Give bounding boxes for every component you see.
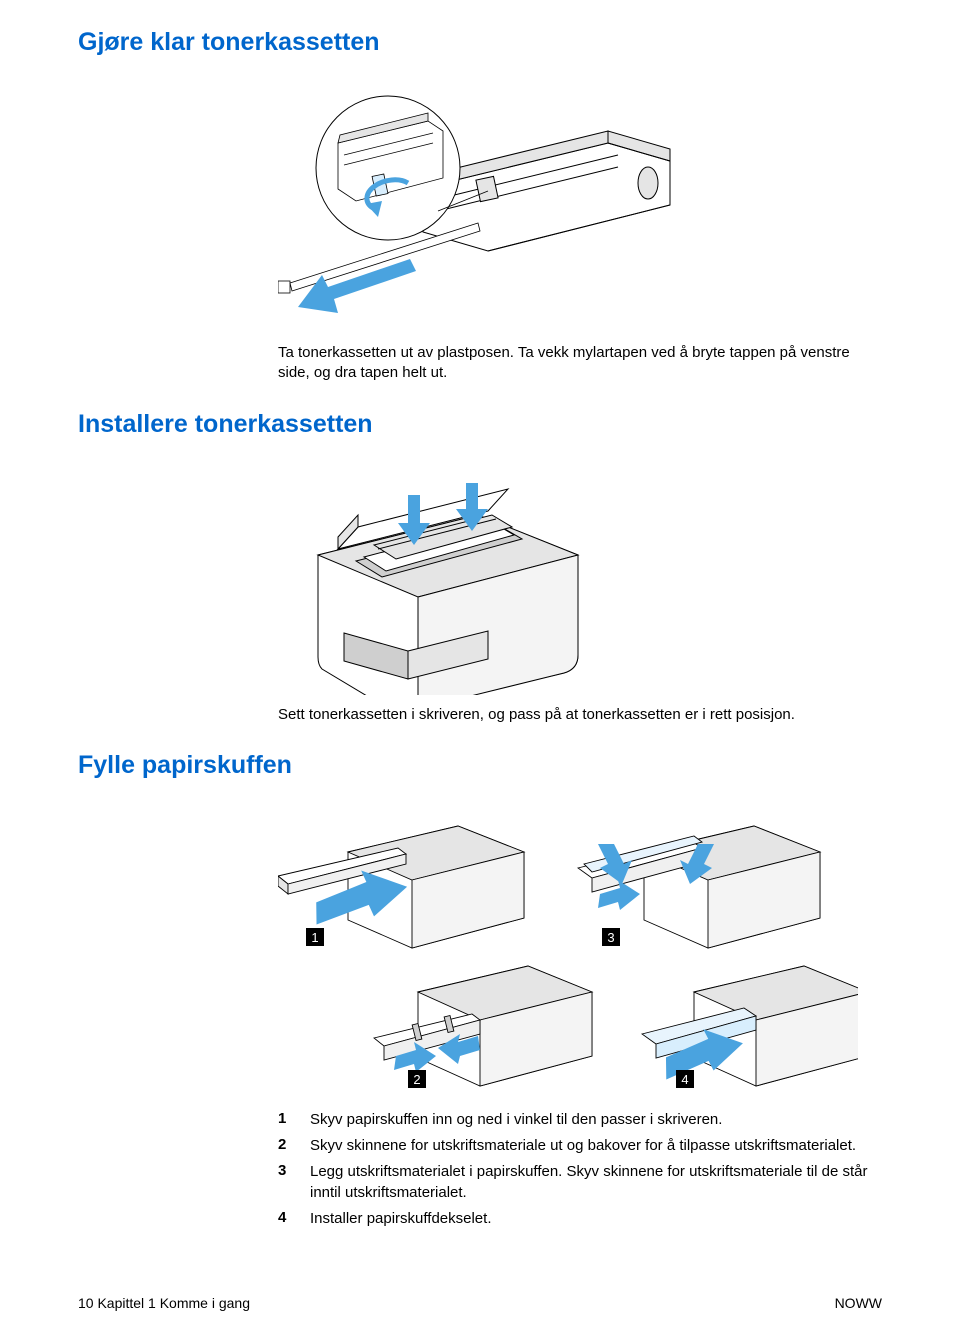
step-text: Skyv skinnene for utskriftsmateriale ut … bbox=[310, 1136, 856, 1156]
callout-3: 3 bbox=[607, 930, 614, 945]
step-row: 3 Legg utskriftsmaterialet i papirskuffe… bbox=[278, 1162, 882, 1203]
step-text: Legg utskriftsmaterialet i papirskuffen.… bbox=[310, 1162, 882, 1203]
step-row: 4 Installer papirskuffdekselet. bbox=[278, 1209, 882, 1229]
illustration-install-toner bbox=[278, 465, 882, 695]
step-number: 2 bbox=[278, 1136, 310, 1153]
step-row: 2 Skyv skinnene for utskriftsmateriale u… bbox=[278, 1136, 882, 1156]
page-footer: 10 Kapittel 1 Komme i gang NOWW bbox=[78, 1295, 882, 1311]
callout-4: 4 bbox=[681, 1072, 688, 1087]
illustration-fill-tray: 1 2 bbox=[278, 808, 882, 1088]
step-text: Skyv papirskuffen inn og ned i vinkel ti… bbox=[310, 1110, 722, 1130]
step-number: 4 bbox=[278, 1209, 310, 1226]
heading-install-toner: Installere tonerkassetten bbox=[78, 410, 882, 439]
step-text: Installer papirskuffdekselet. bbox=[310, 1209, 492, 1229]
step-number: 1 bbox=[278, 1110, 310, 1127]
heading-prepare-toner: Gjøre klar tonerkassetten bbox=[78, 28, 882, 57]
footer-left: 10 Kapittel 1 Komme i gang bbox=[78, 1295, 250, 1311]
para-prepare-toner: Ta tonerkassetten ut av plastposen. Ta v… bbox=[278, 343, 882, 384]
illustration-prepare-toner bbox=[278, 83, 882, 333]
heading-fill-tray: Fylle papirskuffen bbox=[78, 751, 882, 780]
callout-2: 2 bbox=[413, 1072, 420, 1087]
steps-list: 1 Skyv papirskuffen inn og ned i vinkel … bbox=[278, 1110, 882, 1229]
page-body: Gjøre klar tonerkassetten bbox=[0, 0, 960, 1229]
callout-1: 1 bbox=[311, 930, 318, 945]
footer-right: NOWW bbox=[835, 1295, 882, 1311]
step-row: 1 Skyv papirskuffen inn og ned i vinkel … bbox=[278, 1110, 882, 1130]
para-install-toner: Sett tonerkassetten i skriveren, og pass… bbox=[278, 705, 882, 725]
step-number: 3 bbox=[278, 1162, 310, 1179]
